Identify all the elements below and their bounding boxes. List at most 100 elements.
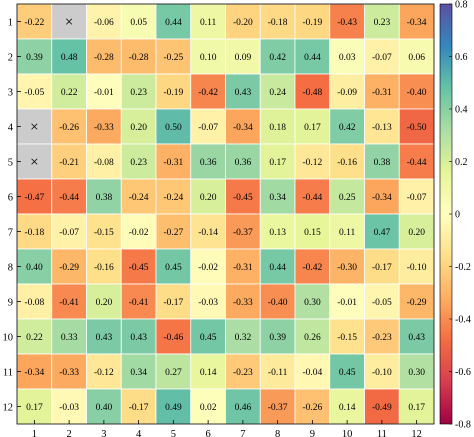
heatmap-cell	[259, 3, 296, 40]
heatmap-cell	[120, 108, 157, 145]
cell-value-label: -0.28	[129, 53, 149, 63]
heatmap-cell	[120, 318, 157, 355]
cell-value-label: 0.02	[200, 403, 217, 413]
cell-value-label: -0.07	[59, 228, 79, 238]
cell-value-label: 0.26	[304, 333, 321, 343]
heatmap-cell	[225, 318, 261, 355]
heatmap-cell	[364, 388, 400, 425]
colorbar-tick-label: 0.4	[455, 105, 468, 116]
heatmap-cell	[120, 73, 157, 110]
cell-value-label: -0.26	[302, 403, 322, 413]
heatmap-cell	[398, 248, 435, 285]
heatmap-cell	[86, 283, 122, 320]
heatmap-cell	[155, 38, 192, 75]
heatmap-cell	[225, 248, 261, 285]
cell-value-label: -0.22	[24, 18, 44, 28]
cell-value-label: -0.13	[372, 123, 392, 133]
cell-value-label: 0.17	[26, 403, 43, 413]
cell-value-label: -0.08	[94, 158, 114, 168]
heatmap-cell	[398, 3, 435, 40]
heatmap-cell	[155, 73, 192, 110]
cell-value-label: 0.25	[339, 193, 356, 203]
cell-value-label: -0.16	[337, 158, 357, 168]
cell-value-label: -0.27	[163, 228, 183, 238]
heatmap-cell	[364, 283, 400, 320]
cell-value-label: -0.17	[372, 263, 392, 273]
heatmap-cell	[190, 108, 226, 145]
cell-value-label: -0.34	[407, 18, 427, 28]
heatmap-cell	[329, 213, 365, 250]
cell-value-label: -0.12	[94, 368, 114, 378]
heatmap-cell-missing	[16, 108, 53, 145]
heatmap-cell	[190, 388, 226, 425]
heatmap-cell	[294, 283, 331, 320]
cell-value-label: -0.33	[94, 123, 114, 133]
cell-value-label: -0.06	[94, 18, 114, 28]
cell-value-label: -0.23	[372, 333, 392, 343]
cell-value-label: -0.34	[372, 193, 392, 203]
cell-value-label: 0.48	[61, 53, 78, 63]
cell-value-label: -0.45	[233, 193, 253, 203]
cell-value-label: 0.15	[304, 228, 321, 238]
heatmap-cell	[190, 178, 226, 215]
cell-value-label: -0.24	[163, 193, 183, 203]
cell-value-label: 0.23	[130, 158, 147, 168]
plot-frame	[16, 3, 435, 425]
x-tick-label: 11	[377, 429, 387, 437]
cell-value-label: -0.41	[59, 298, 79, 308]
cell-value-label: 0.22	[26, 333, 43, 343]
x-tick-label: 5	[171, 429, 176, 437]
cell-value-label: -0.33	[59, 368, 79, 378]
cell-value-label: -0.47	[24, 193, 44, 203]
cell-value-label: 0.33	[61, 333, 78, 343]
colorbar-tick-label: 0.6	[455, 52, 468, 63]
cell-value-label: 0.17	[304, 123, 321, 133]
cell-value-label: -0.42	[302, 263, 322, 273]
cell-value-label: -0.23	[233, 368, 253, 378]
cell-value-label: -0.07	[198, 123, 218, 133]
heatmap-cell	[155, 318, 192, 355]
heatmap-cell	[364, 213, 400, 250]
cell-value-label: -0.05	[24, 88, 44, 98]
cell-value-label: 0.38	[374, 158, 391, 168]
cell-value-label: -0.07	[407, 193, 427, 203]
cell-value-label: -0.02	[198, 263, 218, 273]
heatmap-cell	[86, 73, 122, 110]
heatmap-cell	[294, 108, 331, 145]
heatmap-cell	[51, 283, 87, 320]
cell-value-label: -0.12	[302, 158, 322, 168]
cell-value-label: 0.23	[130, 88, 147, 98]
cell-value-label: -0.17	[129, 403, 149, 413]
cell-value-label: 0.36	[200, 158, 217, 168]
cell-value-label: -0.29	[59, 263, 79, 273]
heatmap-cell	[225, 353, 261, 390]
colorbar-tick-label: -0.8	[455, 420, 471, 431]
heatmap-cell	[225, 73, 261, 110]
cell-value-label: -0.50	[407, 123, 427, 133]
heatmap-cell	[294, 353, 331, 390]
cell-value-label: -0.03	[59, 403, 79, 413]
y-tick-label: 6	[8, 193, 13, 204]
heatmap-cell	[120, 353, 157, 390]
heatmap-cell	[259, 283, 296, 320]
cell-value-label: -0.34	[24, 368, 44, 378]
cell-value-label: 0.43	[96, 333, 113, 343]
heatmap-cell	[51, 38, 87, 75]
heatmap-cell	[329, 108, 365, 145]
missing-marker: ×	[30, 155, 38, 171]
cell-value-label: 0.38	[96, 193, 113, 203]
heatmap-cell	[398, 283, 435, 320]
heatmap-cell	[329, 318, 365, 355]
cell-value-label: 0.42	[339, 123, 356, 133]
heatmap-cell	[364, 353, 400, 390]
cell-value-label: 0.39	[26, 53, 43, 63]
heatmap-cell	[86, 108, 122, 145]
heatmap-cell	[259, 38, 296, 75]
cell-value-label: 0.18	[269, 123, 286, 133]
cell-value-label: -0.15	[337, 333, 357, 343]
cell-value-label: -0.46	[163, 333, 183, 343]
cell-value-label: -0.41	[129, 298, 149, 308]
cell-value-label: 0.43	[235, 88, 252, 98]
cell-value-label: -0.31	[372, 88, 392, 98]
